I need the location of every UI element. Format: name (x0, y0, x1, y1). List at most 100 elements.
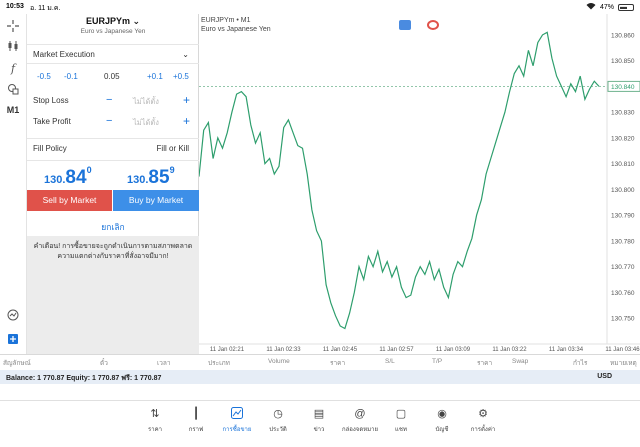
one-click-trading-icon[interactable] (399, 20, 411, 30)
battery-percent: 47% (599, 3, 614, 11)
y-tick-label: 130.790 (611, 213, 635, 220)
take-profit-plus-button[interactable]: + (183, 114, 191, 128)
nav-item-trade[interactable]: การซื้อขาย (217, 407, 257, 434)
stop-loss-label: Stop Loss (33, 96, 69, 105)
chart-canvas[interactable]: 130.860 130.850 130.840 130.830 130.820 130.8… (198, 14, 640, 354)
nav-label: ราคา (148, 427, 162, 433)
fill-policy-value: Fill or Kill (156, 144, 189, 153)
signal-icon[interactable] (4, 306, 22, 324)
volume-plus-05[interactable]: +0.5 (173, 72, 189, 81)
stop-loss-input[interactable]: ไม่ได้ตั้ง (133, 97, 159, 106)
volume-minus-01[interactable]: -0.1 (64, 72, 78, 81)
balance-bar: Balance: 1 770.87 Equity: 1 770.87 ฟรี: … (0, 370, 640, 384)
nav-label: บัญชี (435, 427, 449, 433)
trade-levels-icon[interactable] (427, 20, 439, 30)
column-header[interactable]: เวลา (157, 360, 171, 367)
nav-item-chat[interactable]: ▢ แชท (381, 407, 421, 434)
volume-plus-01[interactable]: +0.1 (147, 72, 163, 81)
nav-item-quotes[interactable]: ⇅ ราคา (135, 407, 175, 434)
new-order-icon[interactable] (4, 330, 22, 348)
sell-by-market-button[interactable]: Sell by Market (27, 190, 112, 211)
nav-item-history[interactable]: ◷ ประวัติ (258, 407, 298, 434)
crosshair-icon[interactable] (4, 17, 22, 35)
y-tick-label: 130.780 (611, 238, 635, 245)
positions-table-header: สัญลักษณ์ ตั๋ว เวลา ประเภท Volume ราคา S/L T/P ร… (0, 354, 640, 368)
y-tick-label: 130.850 (611, 58, 635, 65)
take-profit-input[interactable]: ไม่ได้ตั้ง (133, 118, 159, 127)
history-icon: ◷ (273, 408, 283, 420)
x-tick-label: 11 Jan 02:45 (323, 347, 358, 353)
nav-item-account[interactable]: ◉ บัญชี (422, 407, 462, 434)
series-line (198, 31, 600, 330)
symbol-selector[interactable]: EURJPYm ⌄ Euro vs Japanese Yen (27, 16, 199, 35)
column-header[interactable]: S/L (385, 358, 395, 365)
nav-label: ประวัติ (269, 427, 287, 433)
buy-by-market-button[interactable]: Buy by Market (113, 190, 199, 211)
account-icon: ◉ (437, 408, 447, 420)
stop-loss-minus-button[interactable]: − (106, 94, 113, 106)
take-profit-label: Take Profit (33, 117, 71, 126)
take-profit-minus-button[interactable]: − (106, 115, 113, 127)
chevron-down-icon: ⌄ (182, 50, 189, 59)
balance-currency: USD (597, 373, 612, 380)
take-profit-field: Take Profit − ไม่ได้ตั้ง + (27, 114, 199, 130)
column-header[interactable]: ประเภท (208, 360, 230, 367)
price-chart[interactable]: EURJPYm • M1 Euro vs Japanese Yen 130.86… (198, 14, 640, 354)
column-header[interactable]: ตั๋ว (100, 360, 108, 367)
volume-minus-05[interactable]: -0.5 (37, 72, 51, 81)
x-tick-label: 11 Jan 02:57 (379, 347, 414, 353)
y-tick-label: 130.770 (611, 264, 635, 271)
column-header[interactable]: Volume (268, 358, 290, 365)
fill-policy-select[interactable]: Fill Policy Fill or Kill (27, 138, 199, 158)
volume-value[interactable]: 0.05 (104, 72, 120, 81)
x-tick-label: 11 Jan 02:33 (266, 347, 301, 353)
execution-type-select[interactable]: Market Execution ⌄ (27, 44, 199, 64)
column-header[interactable]: กำไร (573, 360, 588, 367)
y-tick-label: 130.750 (611, 316, 635, 323)
chart-icons (399, 20, 439, 30)
chevron-down-icon[interactable]: ⌄ (132, 16, 141, 26)
nav-item-candles[interactable]: ┃ กราฟ (176, 407, 216, 434)
nav-item-settings[interactable]: ⚙ การตั้งค่า (463, 407, 503, 434)
order-panel: EURJPYm ⌄ Euro vs Japanese Yen Market Ex… (27, 14, 199, 354)
status-time: 10:53 (6, 3, 24, 10)
wifi-icon (586, 2, 596, 12)
symbol-name[interactable]: EURJPYm (85, 16, 130, 26)
x-tick-label: 11 Jan 02:21 (210, 347, 245, 353)
nav-label: แชท (395, 427, 407, 433)
x-tick-label: 11 Jan 03:46 (605, 347, 640, 353)
nav-label: การซื้อขาย (222, 427, 252, 433)
price-display: 130.840 130.859 (27, 160, 199, 202)
nav-item-news[interactable]: ▤ ข่าว (299, 407, 339, 434)
market-warning: คำเตือน! การซื้อขายจะถูกดำเนินการตามสภาพ… (27, 236, 199, 354)
x-tick-label: 11 Jan 03:22 (492, 347, 527, 353)
column-header[interactable]: T/P (432, 358, 443, 365)
y-tick-label: 130.800 (611, 187, 635, 194)
execution-type-label: Market Execution (33, 50, 95, 59)
y-tick-label: 130.830 (611, 110, 635, 117)
column-header[interactable]: ราคา (477, 360, 493, 367)
candles-tool-icon[interactable] (4, 37, 22, 55)
column-header[interactable]: หมายเหตุ (610, 360, 637, 367)
chat-icon: ▢ (395, 408, 407, 420)
fill-policy-label: Fill Policy (33, 144, 67, 153)
chart-title: EURJPYm • M1 (201, 17, 251, 24)
volume-stepper: -0.5 -0.1 0.05 +0.1 +0.5 (27, 70, 199, 84)
nav-label: กราฟ (188, 427, 204, 433)
objects-icon[interactable] (4, 80, 22, 98)
column-header[interactable]: สัญลักษณ์ (3, 360, 31, 367)
bottom-navigation: ⇅ ราคา ┃ กราฟ การซื้อขาย ◷ ประวัติ ▤ ข่าว @ กล่องจ… (0, 400, 640, 447)
cancel-button[interactable]: ยกเลิก (101, 222, 125, 232)
x-tick-label: 11 Jan 03:34 (549, 347, 584, 353)
indicators-icon[interactable]: f (10, 61, 16, 75)
mail-icon: @ (354, 408, 366, 420)
chart-title-block: EURJPYm • M1 Euro vs Japanese Yen (201, 16, 271, 34)
stop-loss-plus-button[interactable]: + (183, 93, 191, 107)
column-header[interactable]: Swap (512, 358, 529, 365)
nav-label: กล่องจดหมาย (341, 427, 379, 433)
timeframe-m1[interactable]: M1 (6, 105, 20, 115)
nav-item-mail[interactable]: @ กล่องจดหมาย (340, 407, 380, 434)
column-header[interactable]: ราคา (330, 360, 346, 367)
balance-text: Balance: 1 770.87 Equity: 1 770.87 ฟรี: … (6, 375, 162, 382)
current-price-label: 130.840 (611, 84, 635, 91)
